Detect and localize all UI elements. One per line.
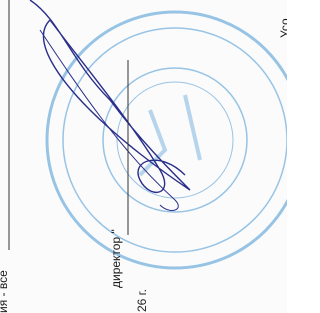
margin-text: ия - все bbox=[0, 270, 10, 313]
stamp bbox=[47, 12, 287, 268]
title: Усо bbox=[278, 18, 287, 38]
signature-stroke bbox=[40, 30, 178, 210]
scan: Усо директор " 26 г. ия - все bbox=[0, 0, 287, 313]
document-page: Усо директор " 26 г. ия - все bbox=[0, 0, 287, 313]
date: 26 г. bbox=[135, 289, 149, 312]
role: директор " bbox=[109, 229, 123, 288]
